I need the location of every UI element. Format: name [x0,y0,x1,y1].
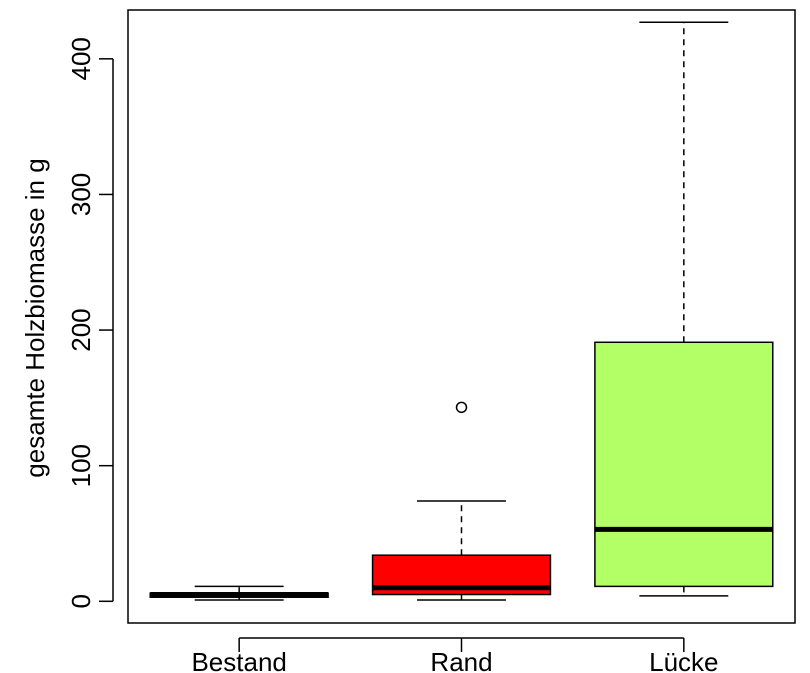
y-axis-title: gesamte Holzbiomasse in g [20,158,50,477]
y-axis: 0 100 200 300 400 [66,37,114,609]
outlier-point [455,401,468,414]
y-tick-label: 100 [66,444,96,487]
x-tick-label: Rand [430,647,492,673]
y-tick-label: 400 [66,37,96,80]
box-group [371,401,552,601]
x-tick-label: Lücke [649,647,718,673]
y-tick-label: 300 [66,173,96,216]
y-tick-label: 0 [66,594,96,608]
plot-frame [127,9,796,624]
x-tick-label: Bestand [191,647,286,673]
boxes [149,21,774,601]
box-group [594,21,774,597]
y-tick-label: 200 [66,308,96,351]
x-axis: Bestand Rand Lücke [191,637,719,673]
box-group [149,585,329,601]
box-iqr [594,341,774,588]
